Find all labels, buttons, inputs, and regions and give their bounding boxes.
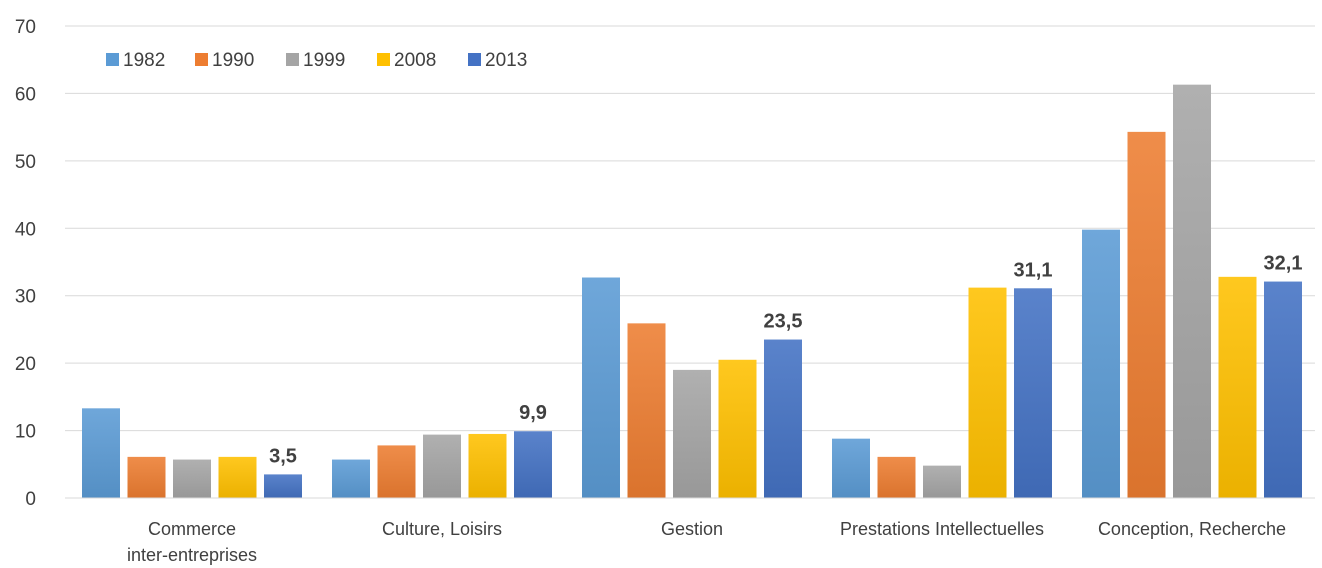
y-tick-label: 10 [15, 422, 36, 443]
y-tick-label: 20 [15, 354, 36, 375]
data-label: 23,5 [764, 311, 803, 333]
y-axis-tick-labels: 0 10 20 30 40 50 60 70 [15, 17, 36, 510]
legend: 1982 1990 1999 2008 2013 [106, 50, 527, 71]
bar-1990-cat-1 [377, 445, 416, 498]
x-category-label: inter-entreprises [127, 545, 257, 565]
legend-label-2013: 2013 [485, 50, 527, 71]
bar-2008-cat-0 [218, 456, 257, 498]
y-tick-label: 40 [15, 219, 36, 240]
bar-1990-cat-2 [627, 323, 666, 498]
legend-swatch-1999 [286, 53, 299, 66]
legend-label-1999: 1999 [303, 50, 345, 71]
bar-1990-cat-3 [877, 456, 916, 498]
legend-label-1990: 1990 [212, 50, 254, 71]
bar-2013-cat-2 [764, 339, 802, 498]
x-category-label: Commerce [148, 519, 236, 539]
bar-1982-cat-0 [82, 408, 120, 498]
bar-2008-cat-1 [468, 433, 507, 498]
bar-1982-cat-4 [1082, 229, 1120, 499]
legend-swatch-2013 [468, 53, 481, 66]
bar-1990-cat-4 [1127, 131, 1166, 498]
y-tick-label: 60 [15, 84, 36, 105]
data-label: 3,5 [269, 445, 297, 467]
data-label: 9,9 [519, 402, 547, 424]
bar-2013-cat-1 [514, 431, 552, 498]
legend-label-1982: 1982 [123, 50, 165, 71]
bar-1999-cat-4 [1173, 84, 1211, 499]
bar-1999-cat-3 [923, 465, 961, 498]
legend-swatch-1990 [195, 53, 208, 66]
y-tick-label: 70 [15, 17, 36, 38]
x-category-label: Culture, Loisirs [382, 519, 502, 539]
bar-2013-cat-0 [264, 474, 302, 498]
bar-1990-cat-0 [127, 456, 166, 498]
data-label: 32,1 [1264, 253, 1303, 275]
x-category-label: Conception, Recherche [1098, 519, 1286, 539]
bar-2013-cat-4 [1264, 281, 1302, 498]
bar-1982-cat-1 [332, 459, 370, 498]
data-labels: 3,5 9,9 23,5 31,1 32,1 [269, 253, 1302, 468]
bar-1999-cat-0 [173, 459, 211, 498]
bar-2013-cat-3 [1014, 288, 1052, 498]
x-category-label: Prestations Intellectuelles [840, 519, 1044, 539]
bar-2008-cat-3 [968, 287, 1007, 498]
y-tick-label: 0 [25, 489, 36, 510]
legend-swatch-1982 [106, 53, 119, 66]
bar-2008-cat-4 [1218, 276, 1257, 498]
legend-swatch-2008 [377, 53, 390, 66]
bar-1982-cat-2 [582, 277, 620, 498]
bar-1982-cat-3 [832, 438, 870, 498]
y-tick-label: 30 [15, 287, 36, 308]
x-axis-category-labels: Commerce inter-entreprises Culture, Loisir… [127, 519, 1286, 565]
bar-1999-cat-1 [423, 434, 461, 498]
data-label: 31,1 [1014, 259, 1053, 281]
x-category-label: Gestion [661, 519, 723, 539]
legend-label-2008: 2008 [394, 50, 436, 71]
gridlines [65, 25, 1315, 432]
bar-1999-cat-2 [673, 369, 711, 498]
bar-2008-cat-2 [718, 359, 757, 498]
y-tick-label: 50 [15, 152, 36, 173]
bars [82, 84, 1302, 499]
